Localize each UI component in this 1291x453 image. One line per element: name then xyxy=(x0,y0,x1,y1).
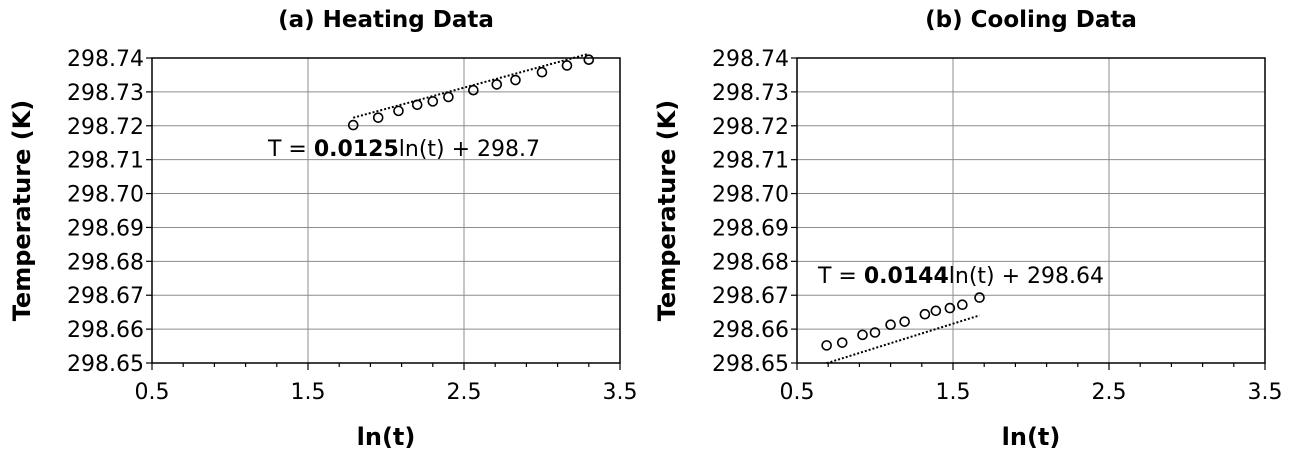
y-tick-label: 298.66 xyxy=(67,318,144,343)
data-point xyxy=(836,337,848,348)
trendline-equation: T = 0.0125ln(t) + 298.7 xyxy=(267,137,540,162)
data-point xyxy=(491,79,503,90)
data-point xyxy=(393,105,404,117)
x-axis-label: ln(t) xyxy=(1002,423,1061,451)
plot-area-frame xyxy=(151,57,621,364)
data-point xyxy=(427,96,439,107)
chart-panel-heating: (a) Heating Data 0.5 1.5 2.5 3.5 298.65 298.66… xyxy=(8,7,638,451)
data-point xyxy=(899,316,910,327)
x-axis-label: ln(t) xyxy=(357,423,416,451)
y-tick-label: 298.68 xyxy=(67,250,144,275)
data-point xyxy=(944,302,956,314)
data-point xyxy=(583,54,595,65)
y-tick-label: 298.66 xyxy=(712,318,789,343)
data-point xyxy=(885,319,896,331)
x-tick-label: 3.5 xyxy=(1248,380,1283,405)
equation-prefix: T = xyxy=(817,264,864,289)
data-point xyxy=(974,292,985,303)
x-tick-label: 0.5 xyxy=(780,380,815,405)
y-tick-label: 298.71 xyxy=(712,149,789,174)
y-tick-label: 298.70 xyxy=(712,183,789,208)
y-tick-label: 298.67 xyxy=(712,284,789,309)
trendline xyxy=(352,52,590,119)
y-tick-label: 298.68 xyxy=(712,250,789,275)
y-tick-label: 298.72 xyxy=(712,115,789,140)
data-point xyxy=(411,99,423,111)
plot-area-frame xyxy=(796,57,1266,364)
equation-prefix: T = xyxy=(267,137,314,162)
data-point xyxy=(919,308,931,320)
y-tick-label: 298.69 xyxy=(67,216,144,241)
x-tick-label: 1.5 xyxy=(936,380,971,405)
chart-panel-cooling: (b) Cooling Data 0.5 1.5 2.5 3.5 298.65 298.66… xyxy=(653,7,1283,451)
data-point xyxy=(857,329,868,341)
equation-coefficient: 0.0144 xyxy=(864,264,949,289)
data-point xyxy=(372,112,384,123)
data-point xyxy=(468,84,479,96)
y-tick-label: 298.73 xyxy=(712,81,789,106)
x-tick-label: 1.5 xyxy=(291,380,326,405)
y-tick-label: 298.74 xyxy=(67,47,144,72)
chart-title: (b) Cooling Data xyxy=(925,7,1137,33)
y-tick-label: 298.65 xyxy=(67,352,144,377)
data-point xyxy=(821,340,832,351)
data-point xyxy=(561,60,573,71)
data-point xyxy=(536,66,548,78)
y-axis-label: Temperature (K) xyxy=(8,100,36,322)
data-point xyxy=(869,327,881,338)
y-tick-label: 298.70 xyxy=(67,183,144,208)
y-tick-label: 298.65 xyxy=(712,352,789,377)
trendline xyxy=(826,314,980,365)
equation-suffix: ln(t) + 298.7 xyxy=(399,137,540,162)
y-tick-label: 298.73 xyxy=(67,81,144,106)
y-tick-label: 298.72 xyxy=(67,115,144,140)
data-point xyxy=(347,119,359,131)
trendline-equation: T = 0.0144ln(t) + 298.64 xyxy=(817,264,1104,289)
y-tick-label: 298.67 xyxy=(67,284,144,309)
x-tick-label: 2.5 xyxy=(447,380,482,405)
data-point xyxy=(957,299,968,311)
data-point xyxy=(510,74,521,86)
data-point xyxy=(443,91,454,103)
x-tick-label: 0.5 xyxy=(135,380,170,405)
x-tick-label: 2.5 xyxy=(1092,380,1127,405)
equation-suffix: ln(t) + 298.64 xyxy=(949,264,1104,289)
equation-coefficient: 0.0125 xyxy=(314,137,399,162)
y-tick-label: 298.69 xyxy=(712,216,789,241)
y-axis-label: Temperature (K) xyxy=(653,100,681,322)
y-tick-label: 298.71 xyxy=(67,149,144,174)
data-point xyxy=(930,305,942,317)
chart-title: (a) Heating Data xyxy=(278,7,494,33)
x-tick-label: 3.5 xyxy=(603,380,638,405)
y-tick-label: 298.74 xyxy=(712,47,789,72)
